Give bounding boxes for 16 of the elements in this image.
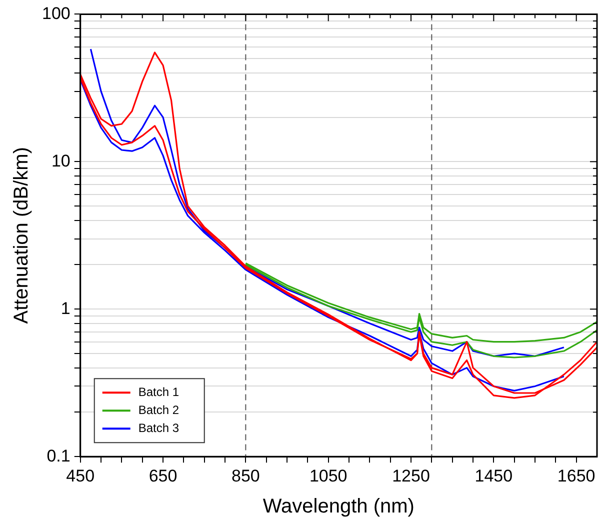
- y-tick-label: 100: [42, 4, 70, 23]
- x-tick-label: 450: [66, 466, 95, 486]
- y-axis-title: Attenuation (dB/km): [10, 147, 33, 324]
- y-tick-label: 10: [51, 151, 70, 170]
- x-axis-title: Wavelength (nm): [262, 496, 414, 518]
- x-tick-label: 650: [148, 466, 178, 486]
- x-tick-label: 1250: [392, 466, 430, 486]
- y-tick-label: 1: [60, 298, 70, 318]
- x-tick-label: 1050: [309, 466, 348, 486]
- legend-label: Batch 2: [138, 402, 180, 417]
- y-tick-label: 0.1: [46, 446, 70, 466]
- legend-label: Batch 1: [138, 384, 180, 399]
- x-tick-label: 1450: [474, 466, 513, 486]
- legend-label: Batch 3: [138, 420, 180, 435]
- x-tick-label: 1650: [557, 466, 596, 486]
- x-tick-label: 850: [232, 466, 260, 486]
